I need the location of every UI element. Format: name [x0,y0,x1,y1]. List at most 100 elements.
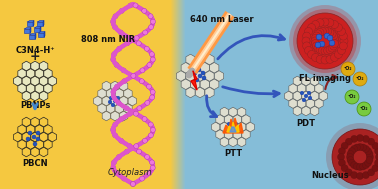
Bar [171,0,172,189]
Circle shape [111,103,115,107]
Circle shape [375,159,378,166]
Polygon shape [48,76,56,86]
Circle shape [372,165,378,172]
Polygon shape [310,106,319,116]
Circle shape [134,144,139,149]
Circle shape [307,91,311,95]
Circle shape [202,76,206,80]
Circle shape [130,181,135,187]
Circle shape [372,142,378,149]
Polygon shape [186,71,195,81]
Circle shape [338,28,345,36]
Circle shape [331,34,339,42]
Circle shape [328,44,336,52]
Bar [172,0,173,189]
Circle shape [112,52,117,57]
Circle shape [366,150,373,157]
Circle shape [305,28,313,36]
Polygon shape [225,130,233,139]
Polygon shape [124,89,132,98]
Circle shape [113,133,118,138]
Circle shape [340,37,348,45]
Circle shape [113,122,118,127]
Circle shape [356,173,364,180]
Bar [172,0,173,189]
Circle shape [150,90,155,94]
Bar [181,0,182,189]
Circle shape [330,21,339,29]
Circle shape [316,28,324,36]
Circle shape [351,145,358,152]
Circle shape [349,148,355,155]
Bar [173,0,174,189]
Circle shape [341,62,355,76]
Circle shape [324,27,332,35]
Text: Cytoplasm: Cytoplasm [108,168,152,177]
Polygon shape [119,81,128,91]
Circle shape [347,153,353,160]
Circle shape [331,37,339,45]
Circle shape [359,163,367,170]
Polygon shape [35,125,43,134]
Circle shape [36,137,40,141]
Bar [180,0,181,189]
Circle shape [303,32,311,40]
Circle shape [116,100,121,105]
Bar [185,0,378,189]
Polygon shape [40,91,48,101]
Text: ¹O₂: ¹O₂ [356,77,364,81]
Bar [176,0,177,189]
Circle shape [112,160,116,165]
Circle shape [130,73,135,78]
Circle shape [117,101,121,105]
Circle shape [108,100,112,104]
Polygon shape [37,20,44,22]
Polygon shape [34,26,41,28]
Circle shape [26,137,30,141]
Polygon shape [128,96,136,106]
Circle shape [114,171,119,176]
Circle shape [316,19,324,27]
Circle shape [356,163,364,170]
Circle shape [114,62,119,67]
Polygon shape [229,122,237,132]
Circle shape [321,27,329,35]
Polygon shape [306,99,314,108]
Circle shape [297,13,353,69]
Circle shape [119,117,124,122]
Bar [183,0,184,189]
Circle shape [324,33,330,39]
Polygon shape [26,84,35,93]
Circle shape [321,56,329,64]
Circle shape [351,172,358,179]
Polygon shape [310,76,319,86]
Polygon shape [302,91,310,101]
Polygon shape [44,125,52,134]
Circle shape [318,47,327,55]
Polygon shape [98,89,106,98]
Polygon shape [297,84,306,93]
Bar [170,0,171,189]
Circle shape [318,27,327,35]
Circle shape [366,157,373,164]
Polygon shape [111,111,119,121]
Circle shape [339,42,347,50]
Circle shape [311,53,319,61]
Polygon shape [22,91,31,101]
Circle shape [326,28,334,36]
Circle shape [33,142,37,146]
Circle shape [139,79,144,84]
Polygon shape [216,115,224,124]
Polygon shape [216,130,224,139]
Polygon shape [293,91,302,101]
Polygon shape [37,22,43,26]
Circle shape [359,144,367,151]
Circle shape [308,24,316,32]
Polygon shape [293,76,302,86]
Circle shape [143,138,147,143]
Circle shape [312,42,320,50]
Circle shape [324,47,332,55]
Circle shape [367,153,373,160]
Circle shape [332,129,378,185]
Polygon shape [38,32,45,33]
